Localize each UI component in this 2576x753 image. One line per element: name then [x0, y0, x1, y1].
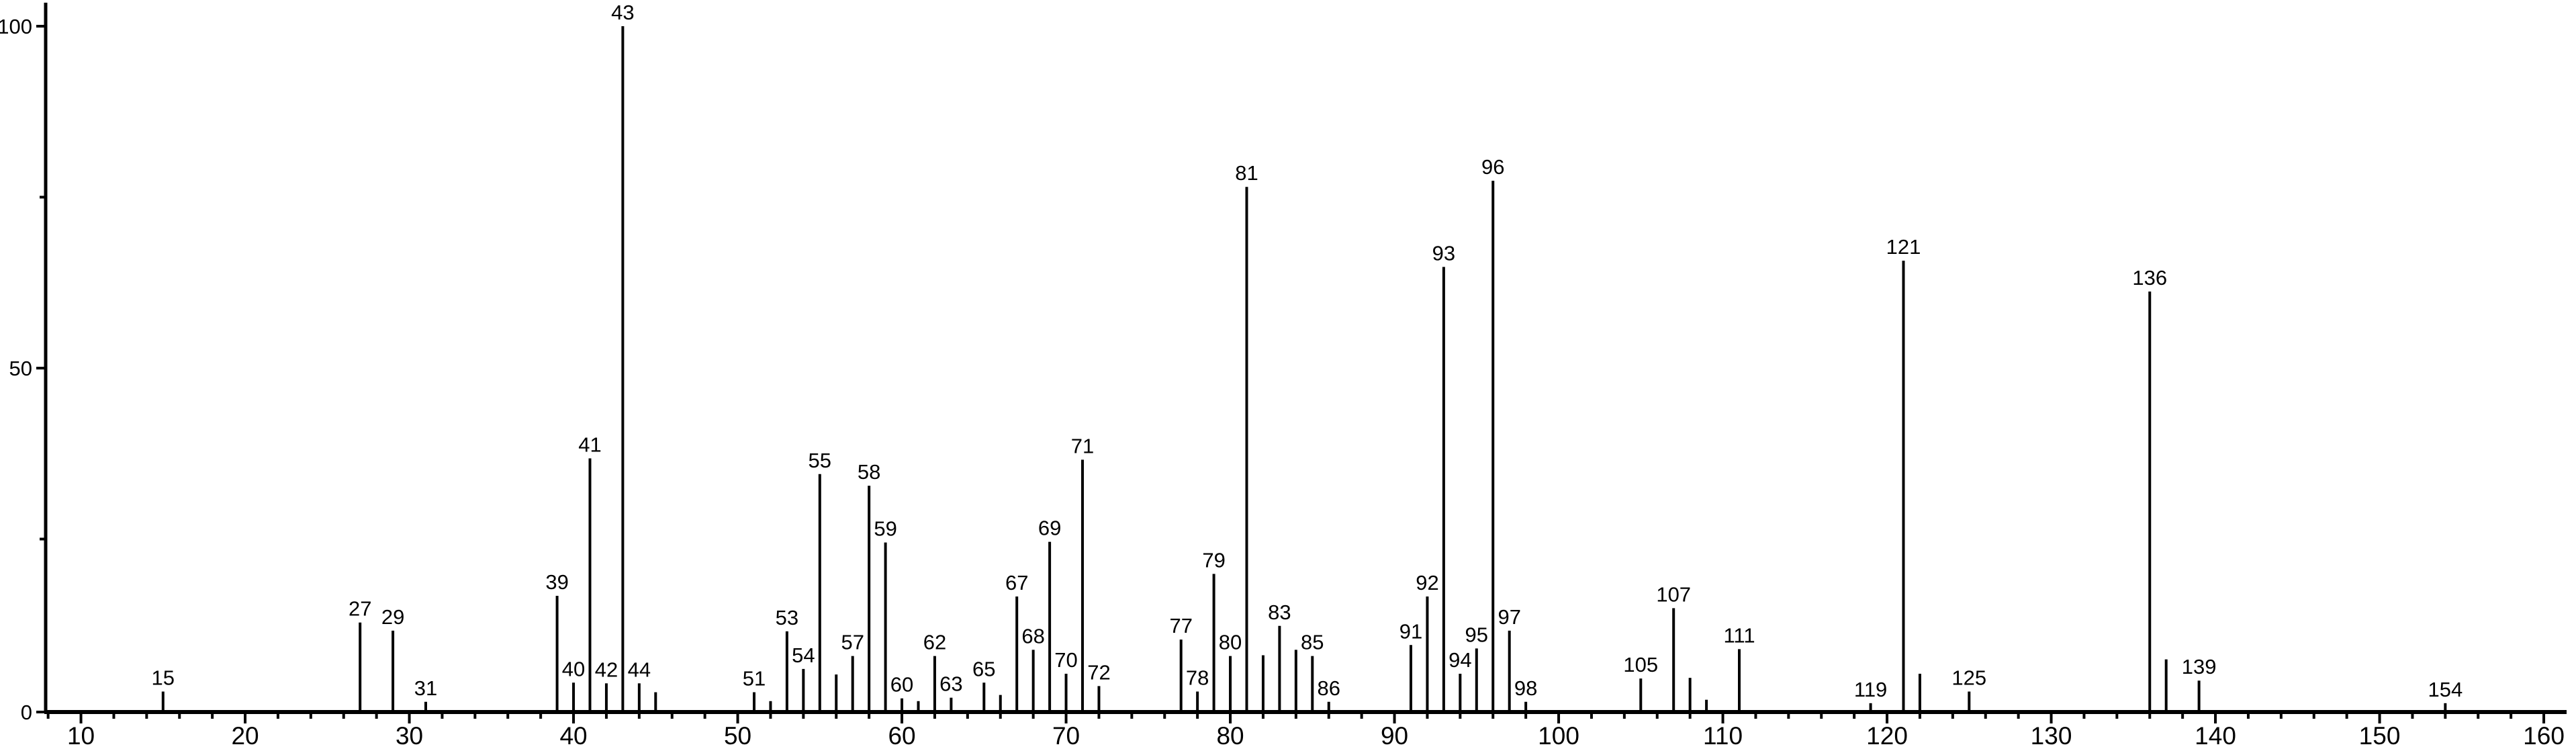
- peak-label: 97: [1498, 605, 1520, 629]
- peak-label: 27: [349, 597, 371, 621]
- x-axis-tick-label: 130: [2031, 722, 2072, 750]
- x-axis-tick-label: 140: [2195, 722, 2236, 750]
- peak-label: 63: [939, 672, 962, 696]
- y-axis-tick-label: 100: [0, 15, 32, 38]
- x-axis-tick-label: 150: [2359, 722, 2401, 750]
- peak-label: 85: [1301, 631, 1324, 654]
- peak-label: 42: [595, 658, 618, 681]
- x-axis-tick-label: 40: [559, 722, 587, 750]
- peak-label: 62: [923, 631, 946, 654]
- peak-label: 93: [1432, 241, 1455, 265]
- peak-label: 57: [841, 631, 864, 654]
- peak-label: 15: [152, 666, 175, 690]
- peak-label: 29: [381, 605, 404, 629]
- peak-label: 40: [562, 657, 585, 680]
- peak-label: 68: [1021, 624, 1044, 648]
- peak-label: 107: [1656, 582, 1691, 606]
- y-axis-tick-label: 0: [21, 701, 32, 724]
- peak-label: 94: [1448, 648, 1471, 672]
- x-axis-tick-label: 30: [396, 722, 423, 750]
- peak-label: 51: [743, 667, 766, 691]
- peak-label: 80: [1219, 631, 1242, 654]
- x-axis-tick-label: 120: [1866, 722, 1908, 750]
- peak-label: 67: [1005, 571, 1028, 594]
- x-axis-tick-label: 90: [1381, 722, 1408, 750]
- x-axis-tick-label: 80: [1216, 722, 1244, 750]
- peak-label: 119: [1854, 678, 1887, 701]
- x-axis-tick-label: 70: [1052, 722, 1080, 750]
- peak-label: 105: [1623, 653, 1658, 676]
- y-axis-tick-label: 50: [9, 357, 32, 380]
- peak-label: 69: [1038, 517, 1061, 540]
- x-axis-tick-label: 110: [1703, 722, 1743, 750]
- peak-label: 91: [1399, 619, 1422, 643]
- x-axis-tick-label: 60: [888, 722, 915, 750]
- peak-label: 54: [792, 644, 815, 667]
- peak-label: 60: [890, 673, 913, 697]
- peak-label: 154: [2428, 678, 2463, 701]
- x-axis-tick-label: 20: [231, 722, 259, 750]
- peak-label: 83: [1268, 601, 1291, 624]
- peak-label: 125: [1951, 666, 1986, 690]
- x-axis-tick-label: 100: [1538, 722, 1579, 750]
- peak-label: 98: [1514, 676, 1537, 700]
- peak-label: 31: [414, 676, 437, 700]
- peak-label: 59: [874, 517, 896, 541]
- peak-label: 72: [1087, 660, 1110, 684]
- peak-label: 41: [578, 433, 601, 456]
- peak-label: 65: [972, 657, 995, 680]
- peak-label: 136: [2132, 266, 2167, 290]
- x-axis-tick-label: 50: [724, 722, 751, 750]
- peak-label: 58: [858, 460, 880, 484]
- x-axis-tick-label: 160: [2523, 722, 2565, 750]
- peak-label: 39: [545, 570, 568, 594]
- peak-label: 55: [809, 449, 831, 472]
- peak-label: 92: [1416, 571, 1438, 594]
- peak-label: 121: [1886, 235, 1921, 259]
- peak-label: 81: [1235, 161, 1258, 185]
- peak-label: 71: [1071, 434, 1094, 457]
- peak-label: 86: [1318, 676, 1340, 700]
- peak-label: 78: [1186, 666, 1209, 690]
- peak-label: 79: [1202, 548, 1225, 572]
- peak-label: 44: [628, 658, 651, 681]
- peak-label: 111: [1723, 623, 1755, 647]
- peak-label: 95: [1465, 623, 1488, 646]
- peak-label: 70: [1054, 648, 1077, 672]
- peak-label: 53: [776, 606, 798, 629]
- peak-label: 96: [1481, 155, 1504, 179]
- x-axis-tick-label: 10: [67, 722, 95, 750]
- peak-label: 139: [2182, 655, 2217, 678]
- peak-label: 43: [611, 1, 634, 24]
- peak-label: 77: [1169, 614, 1192, 637]
